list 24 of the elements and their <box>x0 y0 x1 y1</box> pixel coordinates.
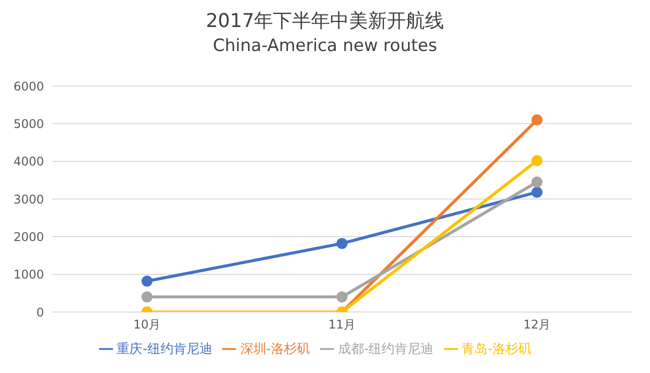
point <box>336 291 348 302</box>
y-tick-label: 2000 <box>13 230 44 244</box>
point <box>532 186 542 198</box>
legend-label: 重庆-纽约肯尼迪 <box>116 342 212 357</box>
y-tick-label: 5000 <box>13 116 44 131</box>
x-tick-label: 12月 <box>523 318 551 332</box>
legend-label: 成都-纽约肯尼迪 <box>338 342 434 357</box>
chart-title: 2017年下半年中美新开航线 <box>204 9 446 34</box>
point <box>142 291 152 302</box>
y-tick-label: 1000 <box>13 268 44 282</box>
x-tick-label: 10月 <box>133 318 161 332</box>
legend-label: 深圳-洛杉矶 <box>240 342 310 357</box>
y-tick-label: 6000 <box>13 79 44 94</box>
point <box>336 238 348 249</box>
point <box>532 155 542 166</box>
point <box>532 176 542 188</box>
point <box>532 114 542 126</box>
x-tick-label: 11月 <box>328 318 356 332</box>
y-tick-label: 4000 <box>13 154 44 169</box>
chart-subtitle: China-America new routes <box>212 35 438 58</box>
y-tick-label: 3000 <box>13 192 44 206</box>
point <box>142 276 152 287</box>
legend-label: 青岛-洛杉矶 <box>462 342 532 357</box>
y-tick-label: 0 <box>36 305 44 320</box>
